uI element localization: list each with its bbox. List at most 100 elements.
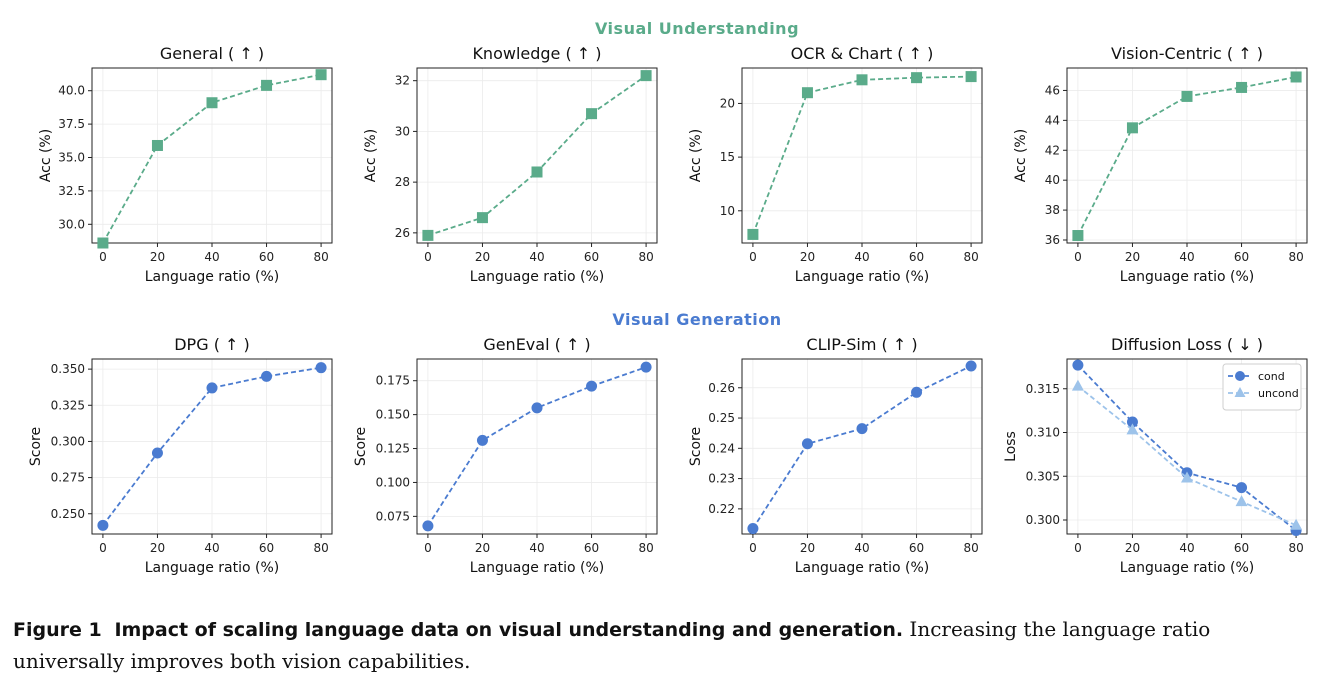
- y-tick-label: 28: [395, 175, 410, 189]
- chart-title: General ( ↑ ): [160, 44, 264, 63]
- data-point: [476, 434, 488, 446]
- x-tick-label: 80: [638, 541, 653, 555]
- y-tick-label: 0.315: [1026, 382, 1060, 396]
- data-point: [1290, 518, 1303, 530]
- x-tick-label: 0: [424, 250, 432, 264]
- series-line: [1077, 76, 1297, 236]
- y-tick-label: 0.350: [51, 362, 85, 376]
- y-tick-label: 30: [395, 124, 410, 138]
- data-point: [151, 447, 163, 459]
- x-tick-label: 40: [854, 250, 869, 264]
- data-point: [261, 79, 273, 91]
- data-point: [422, 520, 434, 532]
- legend-marker: [1235, 371, 1245, 381]
- chart-title: DPG ( ↑ ): [174, 335, 250, 354]
- x-tick-label: 0: [1074, 250, 1082, 264]
- data-point: [1181, 471, 1193, 483]
- legend-label: cond: [1258, 370, 1285, 383]
- data-point: [315, 69, 327, 81]
- data-point: [586, 380, 598, 392]
- y-tick-label: 0.25: [708, 411, 735, 425]
- data-point: [206, 382, 218, 394]
- y-axis-label: Score: [353, 427, 369, 466]
- x-tick-label: 20: [800, 250, 815, 264]
- chart-title: CLIP-Sim ( ↑ ): [806, 335, 917, 354]
- y-tick-label: 0.300: [51, 434, 85, 448]
- data-point: [965, 71, 977, 83]
- data-point: [315, 362, 327, 374]
- x-axis-label: Language ratio (%): [470, 560, 605, 576]
- data-point: [640, 361, 652, 373]
- x-axis-label: Language ratio (%): [145, 269, 280, 285]
- data-point: [1126, 122, 1138, 134]
- y-tick-label: 0.125: [376, 442, 410, 456]
- x-tick-label: 20: [150, 250, 165, 264]
- caption-title: Impact of scaling language data on visua…: [114, 619, 904, 641]
- data-point: [856, 423, 868, 435]
- data-point: [801, 438, 813, 450]
- section-title-understanding: Visual Understanding: [595, 19, 799, 38]
- x-tick-label: 60: [909, 541, 924, 555]
- chart-panel-6: 0 20 40 60 80 0.22 0.23 0.24 0.25 0.26 CLIP-Sim ( …: [688, 335, 983, 576]
- x-tick-label: 40: [204, 541, 219, 555]
- data-point: [1181, 90, 1193, 102]
- y-tick-label: 0.275: [51, 471, 85, 485]
- x-tick-label: 60: [259, 541, 274, 555]
- data-point: [1290, 71, 1302, 83]
- data-point: [1071, 379, 1084, 391]
- y-tick-label: 36: [1045, 233, 1060, 247]
- y-axis-label: Loss: [1003, 431, 1019, 462]
- x-axis-label: Language ratio (%): [795, 560, 930, 576]
- y-tick-label: 0.24: [708, 441, 735, 455]
- data-point: [261, 370, 273, 382]
- x-tick-label: 80: [963, 250, 978, 264]
- data-point: [97, 237, 109, 249]
- x-tick-label: 60: [584, 541, 599, 555]
- x-tick-label: 40: [1179, 541, 1194, 555]
- y-axis-label: Score: [688, 427, 704, 466]
- data-point: [911, 386, 923, 398]
- y-tick-label: 0.26: [708, 381, 735, 395]
- x-tick-label: 80: [963, 541, 978, 555]
- x-axis-label: Language ratio (%): [470, 269, 605, 285]
- data-point: [206, 97, 218, 109]
- y-tick-label: 37.5: [58, 117, 85, 131]
- y-tick-label: 0.22: [708, 502, 735, 516]
- legend: cond uncond: [1222, 363, 1302, 411]
- y-tick-label: 26: [395, 226, 410, 240]
- x-tick-label: 20: [475, 250, 490, 264]
- x-tick-label: 0: [1074, 541, 1082, 555]
- data-point: [531, 166, 543, 178]
- y-axis-label: Acc (%): [38, 129, 54, 182]
- x-tick-label: 60: [584, 250, 599, 264]
- data-point: [586, 108, 598, 120]
- data-point: [1236, 482, 1248, 494]
- y-tick-label: 0.23: [708, 472, 735, 486]
- chart-title: Vision-Centric ( ↑ ): [1111, 44, 1263, 63]
- chart-title: OCR & Chart ( ↑ ): [791, 44, 934, 63]
- x-tick-label: 60: [259, 250, 274, 264]
- x-tick-label: 80: [313, 541, 328, 555]
- figure-caption: Figure 1 Impact of scaling language data…: [13, 614, 1325, 677]
- x-tick-label: 0: [99, 250, 107, 264]
- chart-panel-4: 0 20 40 60 80 0.250 0.275 0.300 0.325 0.350 DPG ( …: [28, 335, 333, 576]
- x-tick-label: 80: [638, 250, 653, 264]
- y-axis-label: Acc (%): [1013, 129, 1029, 182]
- chart-panel-5: 0 20 40 60 80 0.075 0.100 0.125 0.150 0.175 GenEva…: [353, 335, 658, 576]
- chart-title: Diffusion Loss ( ↓ ): [1111, 335, 1263, 354]
- y-tick-label: 32.5: [58, 184, 85, 198]
- y-axis-label: Acc (%): [688, 129, 704, 182]
- chart-panel-1: 0 20 40 60 80 26 28 30 32 Knowledge ( ↑ ) Language…: [363, 44, 658, 285]
- series-line: [752, 365, 972, 530]
- data-point: [151, 139, 163, 151]
- data-point: [640, 70, 652, 82]
- x-axis-label: Language ratio (%): [145, 560, 280, 576]
- data-point: [747, 523, 759, 535]
- y-tick-label: 0.100: [376, 475, 410, 489]
- chart-panel-7: 0 20 40 60 80 0.300 0.305 0.310 0.315 Diffusion L…: [1003, 335, 1308, 576]
- data-point: [476, 212, 488, 224]
- caption-text: Increasing the language ratio universall…: [13, 617, 1211, 673]
- data-point: [911, 72, 923, 84]
- x-tick-label: 20: [800, 541, 815, 555]
- data-point: [1235, 495, 1248, 507]
